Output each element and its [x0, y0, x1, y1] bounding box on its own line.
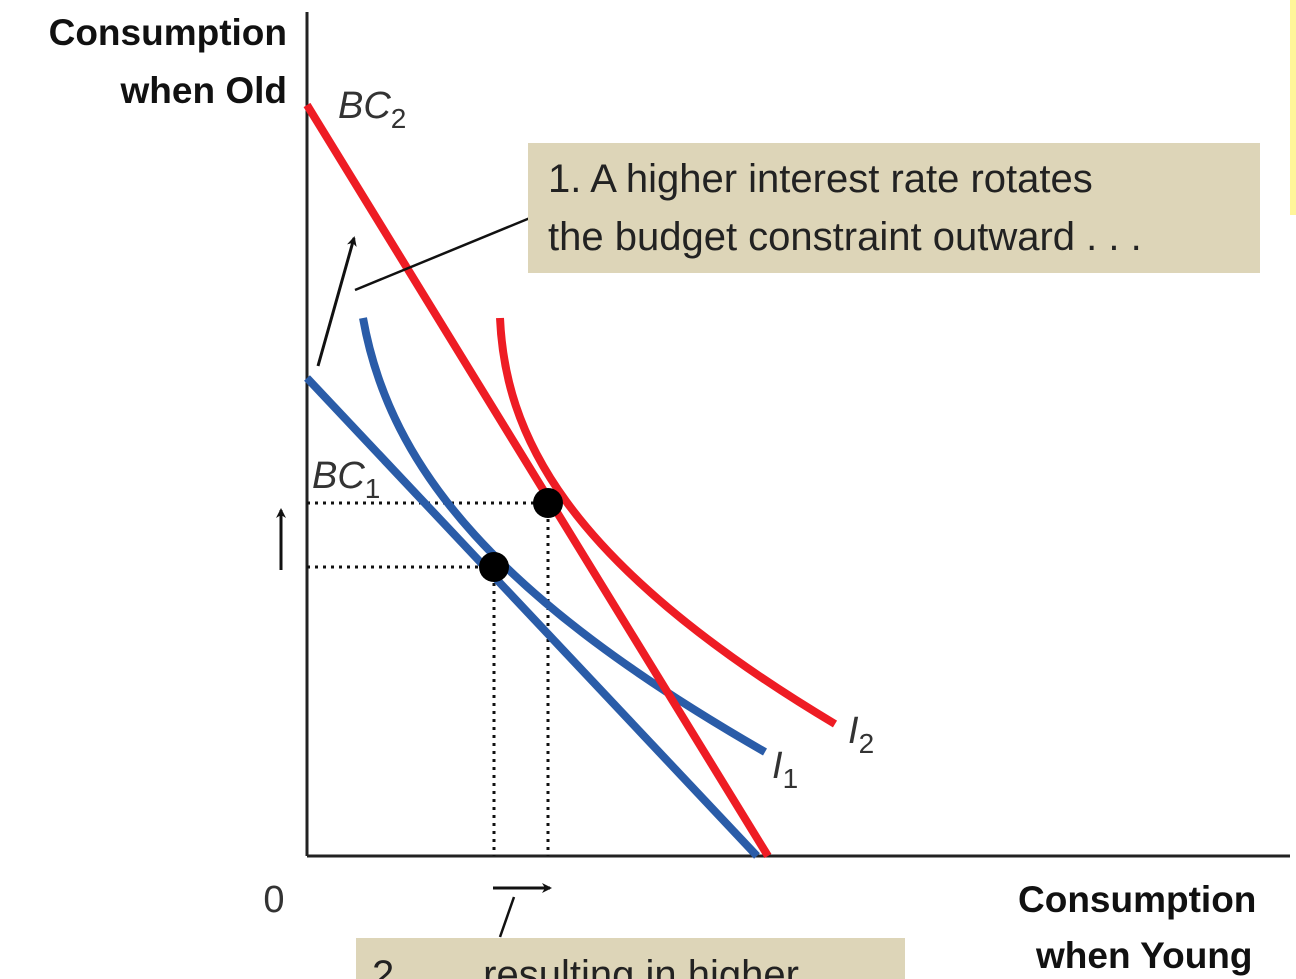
label-main: I	[772, 745, 783, 787]
label-main: BC	[338, 85, 391, 127]
annotation-text: the budget constraint outward . . .	[548, 215, 1142, 259]
y-axis-label: Consumption	[49, 12, 287, 53]
label-sub: 2	[859, 728, 875, 759]
budget-line-2	[303, 102, 772, 859]
curve-label: BC1	[312, 455, 380, 504]
label-main: I	[848, 710, 859, 752]
origin-label: 0	[263, 879, 284, 921]
leader-line-2	[498, 896, 516, 938]
y-axis-label: when Old	[120, 70, 288, 111]
curve-label: I1	[772, 745, 798, 794]
leader-line	[354, 216, 531, 292]
curve-label: I2	[848, 710, 874, 759]
x-axis-label: when Young	[1035, 935, 1253, 976]
optimum-1	[479, 552, 509, 582]
x-axis-label: Consumption	[1018, 879, 1256, 920]
annotation-box	[356, 938, 905, 979]
label-sub: 1	[365, 473, 381, 504]
annotation-box	[528, 143, 1260, 273]
optimum-2	[533, 488, 563, 518]
indifference-curve-1	[359, 317, 767, 756]
label-sub: 2	[391, 103, 407, 134]
indifference-curve-2	[496, 317, 838, 728]
annotation-text: 2. . . . resulting in higher	[372, 953, 799, 979]
annotation-text: 1. A higher interest rate rotates	[548, 157, 1093, 201]
label-sub: 1	[783, 763, 799, 794]
curve-label: BC2	[338, 85, 406, 134]
label-main: BC	[312, 455, 365, 497]
plot: 1. A higher interest rate rotates the bu…	[49, 12, 1290, 979]
yellow-strip	[1290, 0, 1296, 215]
guides	[307, 501, 550, 856]
budget-line-1	[304, 375, 760, 859]
rotation-arrow	[316, 236, 357, 367]
